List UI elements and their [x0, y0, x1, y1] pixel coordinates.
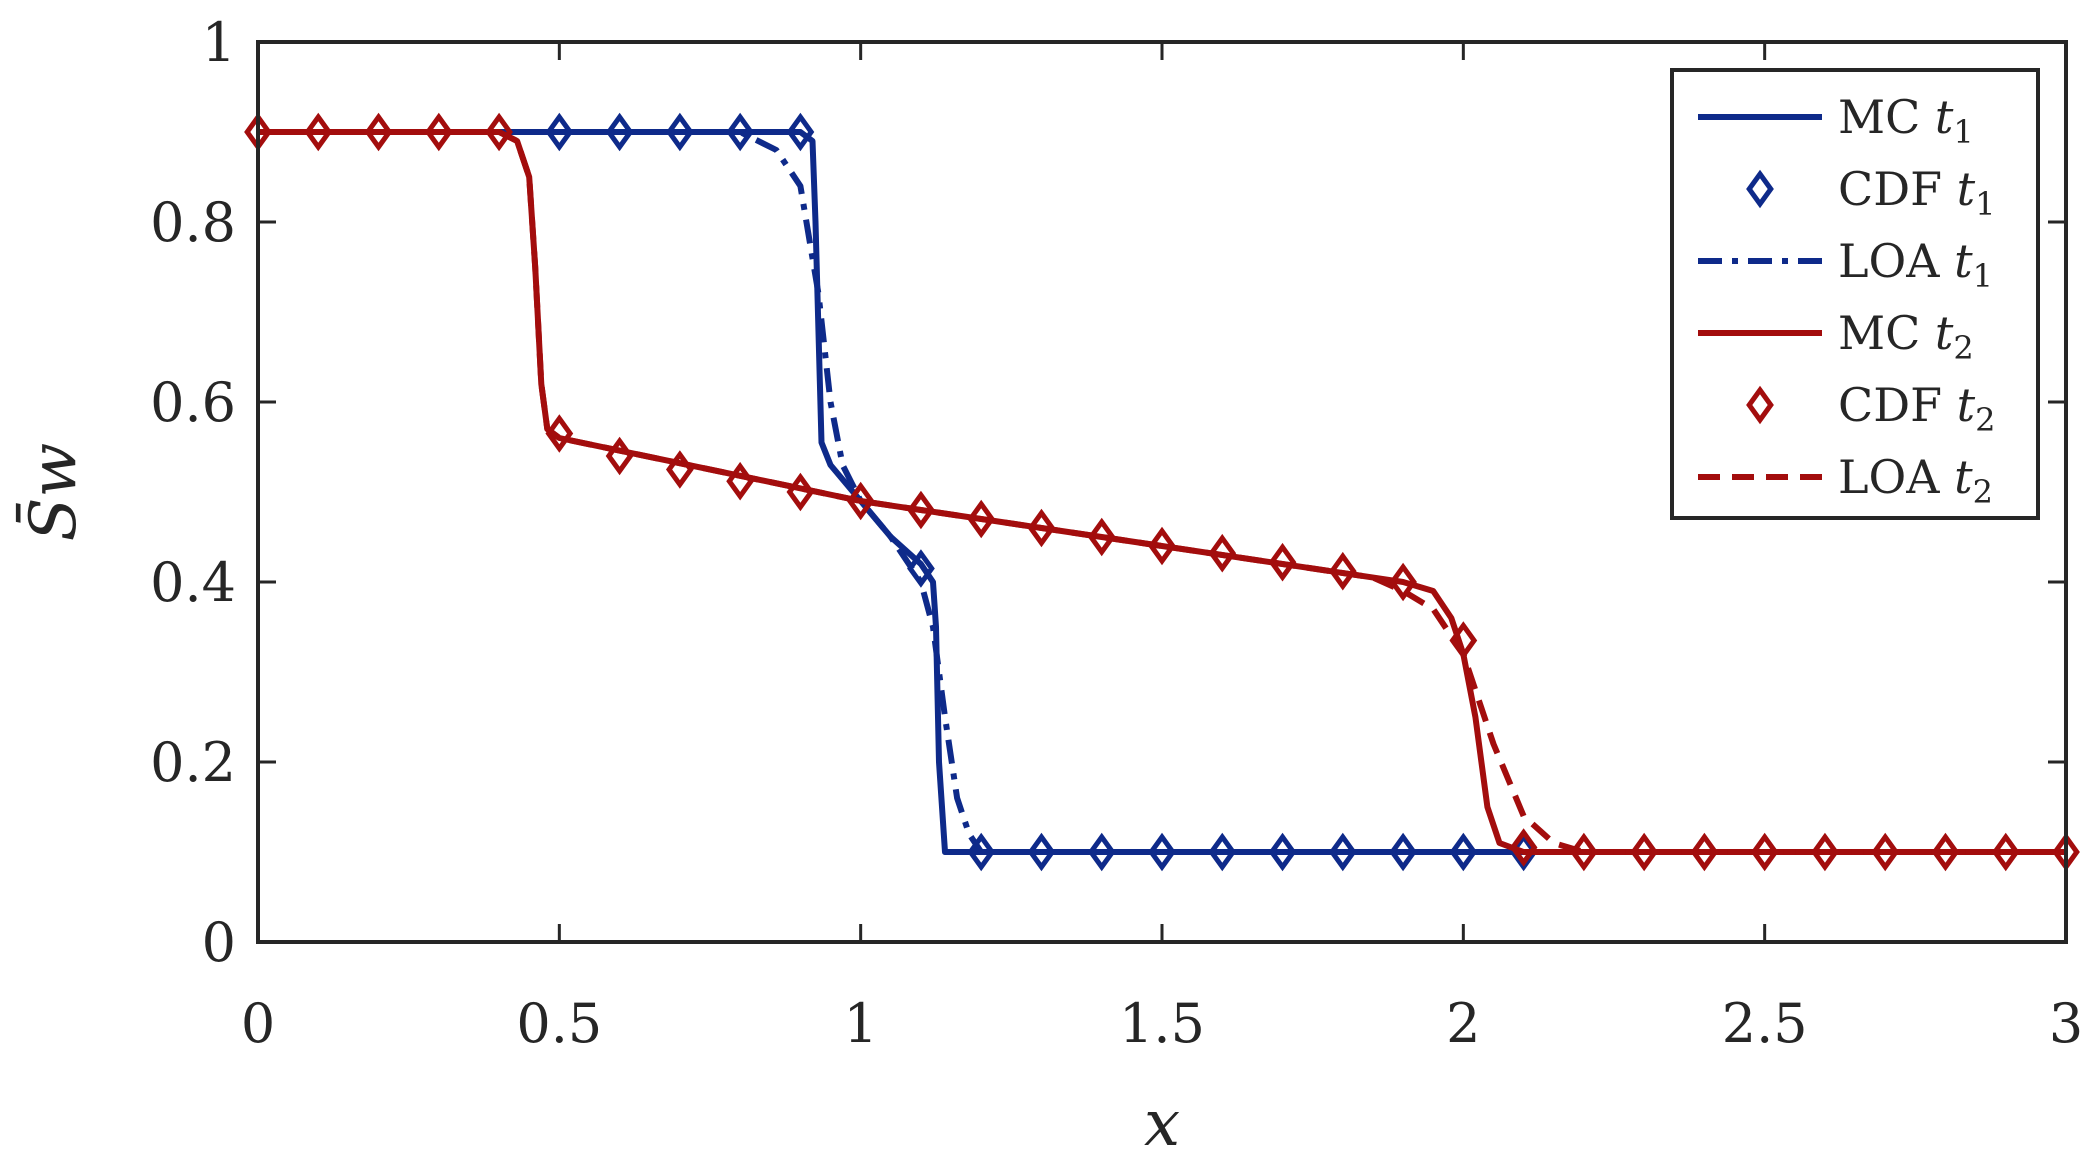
cdf-t2-point	[304, 112, 333, 152]
cdf-t2-point	[907, 490, 935, 530]
cdf-t1-point	[726, 112, 755, 152]
legend-cdf-t1-marker	[1746, 169, 1774, 209]
cdf-t1-point	[1148, 832, 1176, 872]
ticks: 0 0.5 1 1.5 2 2.5 3 0 0.2 0.4 0.6 0.8 1	[150, 11, 2083, 1055]
y-tick-label: 0	[202, 911, 236, 974]
x-tick-label: 1.5	[1119, 992, 1205, 1055]
y-tick-label: 0.2	[150, 731, 236, 794]
cdf-t2-point	[545, 414, 574, 453]
legend-mc-t1-label: MC t1	[1838, 90, 1974, 151]
cdf-t1-point	[545, 112, 574, 152]
legend-cdf-t2-label: CDF t2	[1838, 378, 1995, 439]
mc-t2-line	[258, 129, 2066, 855]
cdf-t1-point	[907, 549, 935, 588]
y-axis-label: S̄w	[15, 443, 91, 542]
mc-t1-line	[258, 129, 1524, 855]
x-tick-label: 2	[1446, 992, 1480, 1055]
y-tick-label: 0.8	[150, 191, 236, 254]
legend-cdf-t1-label: CDF t1	[1838, 162, 1995, 223]
y-tick-label: 1	[202, 11, 236, 74]
cdf-t1-point	[1328, 832, 1357, 872]
legend-mc-t2-label: MC t2	[1838, 306, 1974, 367]
cdf-t2-point	[1509, 828, 1538, 867]
cdf-t1-point	[1449, 832, 1478, 872]
x-tick-label: 1	[843, 992, 877, 1055]
cdf-t2-point	[364, 112, 393, 152]
y-tick-label: 0.6	[150, 371, 236, 434]
plot-area	[244, 112, 2080, 872]
cdf-t1-point	[1027, 832, 1056, 872]
legend-box	[1670, 68, 2040, 520]
cdf-t2-point	[1148, 526, 1176, 566]
x-tick-label: 0.5	[516, 992, 602, 1055]
cdf-t2-point	[1328, 551, 1357, 591]
cdf-t2-point	[846, 481, 875, 521]
cdf-t2-point	[1991, 832, 2020, 872]
cdf-t2-point	[1690, 832, 1719, 872]
cdf-t2-point	[1811, 832, 1839, 872]
cdf-t2-point	[726, 461, 755, 501]
cdf-t2-point	[1871, 832, 1900, 872]
cdf-t2-point	[1750, 832, 1779, 872]
cdf-t1-point	[605, 112, 634, 152]
cdf-t2-point	[1208, 533, 1237, 573]
legend-loa-t1-label: LOA t1	[1838, 234, 1993, 295]
cdf-t2-point	[1389, 562, 1417, 602]
cdf-t2-point	[605, 436, 634, 476]
cdf-t1-point	[1389, 832, 1417, 872]
x-axis-label: x	[1144, 1087, 1180, 1151]
legend-cdf-t2-marker	[1746, 385, 1774, 425]
legend-loa-t2-label: LOA t2	[1838, 450, 1993, 511]
cdf-t2-point	[485, 112, 513, 152]
x-tick-label: 3	[2049, 992, 2083, 1055]
cdf-t1-point	[1208, 832, 1237, 872]
x-tick-label: 2.5	[1722, 992, 1808, 1055]
cdf-t1-point	[1268, 832, 1297, 872]
cdf-t1-point	[1087, 832, 1116, 872]
cdf-t2-point	[1931, 832, 1960, 872]
cdf-t2-point	[1630, 832, 1659, 872]
cdf-t1-point	[786, 112, 815, 152]
loa-t1-line	[258, 129, 1524, 855]
x-tick-label: 0	[241, 992, 275, 1055]
y-tick-label: 0.4	[150, 551, 236, 614]
cdf-t2-point	[424, 112, 453, 152]
cdf-t2-point	[1087, 517, 1116, 557]
legend: MC t1 CDF t1 LOA t1 MC t2 CDF t2 LOA t2	[1670, 68, 2040, 520]
cdf-t2-point	[1268, 542, 1297, 582]
cdf-t2-point	[1027, 508, 1056, 548]
cdf-t2-point	[967, 499, 996, 539]
cdf-t1-point	[967, 832, 996, 872]
cdf-t1-point	[665, 112, 694, 152]
